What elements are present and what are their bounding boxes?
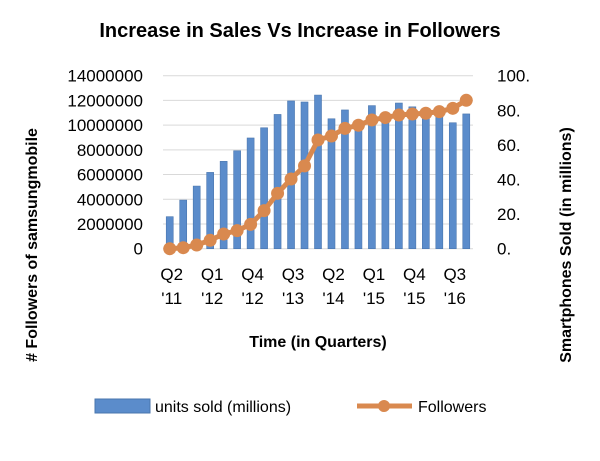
x-tick-label: Q3: [443, 265, 466, 284]
left-axis-ticks: 0 2000000 4000000 6000000 8000000 10000000 120…: [67, 67, 143, 259]
x-tick-label-year: '15: [363, 289, 385, 308]
x-tick-label: Q4: [403, 265, 426, 284]
legend-swatch-followers-marker: [378, 400, 390, 412]
chart-title: Increase in Sales Vs Increase in Followe…: [99, 20, 500, 42]
right-tick-label: 20.: [497, 205, 521, 224]
legend-swatch-units-sold: [94, 398, 151, 414]
followers-point: [324, 129, 338, 143]
left-tick-label: 12000000: [67, 91, 143, 110]
right-tick-label: 60.: [497, 136, 521, 155]
bar: [422, 108, 430, 250]
followers-point: [230, 224, 244, 238]
right-axis-title: Smartphones Sold (in millions): [558, 127, 575, 363]
followers-point: [203, 233, 217, 247]
followers-point: [419, 106, 433, 120]
followers-point: [244, 217, 258, 231]
right-tick-label: 40.: [497, 171, 521, 190]
x-tick-label: Q4: [241, 265, 264, 284]
x-tick-label-year: '13: [282, 289, 304, 308]
bar: [233, 150, 241, 249]
followers-point: [163, 242, 177, 256]
left-tick-label: 14000000: [67, 67, 143, 86]
left-tick-label: 0: [134, 240, 143, 259]
followers-point: [284, 172, 298, 186]
bar: [462, 113, 471, 249]
left-tick-label: 6000000: [77, 166, 143, 185]
followers-point: [298, 159, 312, 173]
bar: [341, 109, 349, 250]
followers-point: [392, 108, 406, 122]
bar: [300, 101, 309, 249]
x-tick-label-year: '15: [403, 289, 425, 308]
followers-point: [432, 105, 446, 119]
legend-label-followers: Followers: [418, 399, 486, 416]
left-tick-label: 4000000: [77, 190, 143, 209]
right-tick-label: 0.: [497, 240, 511, 259]
bar: [327, 118, 336, 250]
bar: [448, 122, 457, 249]
followers-point: [459, 93, 473, 107]
left-tick-label: 2000000: [77, 215, 143, 234]
line-series: [163, 93, 473, 256]
followers-point: [190, 238, 204, 252]
bar: [368, 105, 376, 249]
followers-point: [257, 204, 271, 218]
x-tick-label: Q1: [201, 265, 224, 284]
x-tick-label: Q1: [363, 265, 386, 284]
bar: [206, 172, 214, 249]
legend: units sold (millions) Followers: [94, 398, 486, 416]
bar: [246, 137, 255, 249]
followers-point: [176, 241, 190, 255]
bar: [273, 114, 282, 250]
followers-point: [365, 113, 379, 127]
followers-point: [338, 121, 352, 135]
followers-point: [378, 111, 392, 125]
followers-point: [311, 133, 325, 147]
bar: [314, 94, 322, 249]
right-axis-ticks: 0. 20. 40. 60. 80. 100.: [497, 67, 530, 259]
x-tick-label-year: '12: [242, 289, 264, 308]
bar: [354, 123, 363, 249]
followers-point: [217, 227, 231, 241]
bar: [408, 106, 417, 249]
right-tick-label: 100.: [497, 67, 530, 86]
left-tick-label: 10000000: [67, 116, 143, 135]
bar: [435, 108, 444, 250]
bar: [219, 161, 228, 250]
bar: [395, 102, 403, 249]
left-tick-label: 8000000: [77, 141, 143, 160]
followers-point: [351, 118, 365, 132]
legend-label-units-sold: units sold (millions): [155, 399, 291, 416]
followers-point: [271, 186, 285, 200]
x-axis-title: Time (in Quarters): [249, 334, 387, 351]
left-axis-title: # Followers of samsungmobile: [24, 128, 41, 362]
x-tick-label-year: '14: [322, 289, 344, 308]
bar: [260, 127, 268, 250]
right-tick-label: 80.: [497, 101, 521, 120]
x-tick-label-year: '16: [444, 289, 466, 308]
x-axis-ticks: Q2 '11 Q1 '12 Q4 '12 Q3 '13 Q2 '14 Q1 '15 Q4 '15 Q3 '16: [160, 265, 466, 308]
x-tick-label: Q3: [282, 265, 305, 284]
x-tick-label: Q2: [322, 265, 345, 284]
bar: [381, 113, 390, 250]
followers-point: [405, 107, 419, 121]
x-tick-label-year: '11: [161, 289, 182, 308]
x-tick-label-year: '12: [201, 289, 223, 308]
x-tick-label: Q2: [160, 265, 183, 284]
followers-point: [446, 101, 460, 115]
